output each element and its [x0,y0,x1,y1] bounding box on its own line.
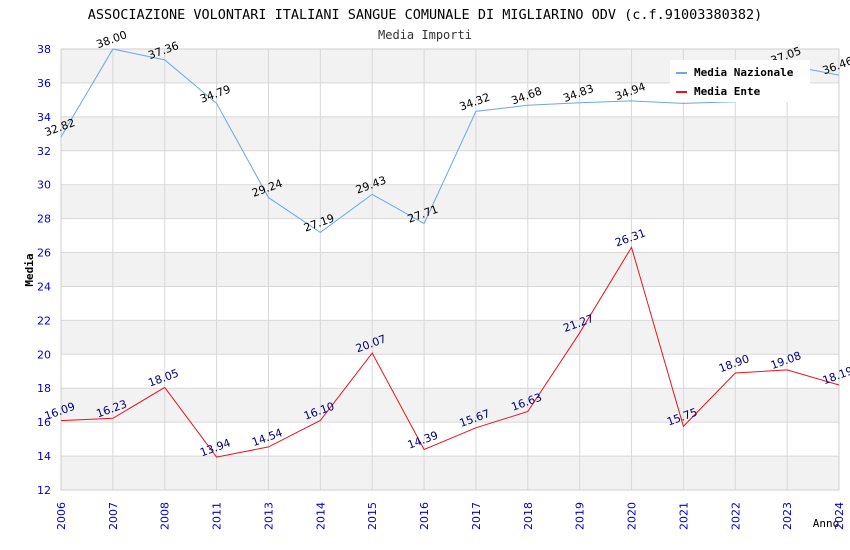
x-tick-label: 2016 [418,502,431,530]
y-tick-label: 38 [37,43,51,56]
y-tick-label: 34 [37,111,51,124]
grid [60,48,840,491]
x-tick-label: 2018 [522,502,535,530]
data-label: 18.05 [147,367,181,390]
x-tick-label: 2007 [107,502,120,530]
legend: Media Nazionale Media Ente [670,60,810,102]
y-tick-label: 16 [37,416,51,429]
series-line-ente [60,246,840,458]
series-lines [60,48,840,458]
x-tick-label: 2023 [781,502,794,530]
x-tick-label: 2006 [55,502,68,530]
x-tick-label: 2013 [262,502,275,530]
data-label: 26.31 [613,226,647,249]
y-axis-label: Media [23,253,36,286]
x-tick-label: 2020 [626,502,639,530]
x-tick-label: 2011 [211,502,224,530]
plot-band [61,116,839,151]
y-tick-label: 22 [37,314,51,327]
legend-label: Media Ente [694,85,761,98]
data-label: 34.83 [561,82,595,105]
y-tick-label: 26 [37,247,51,260]
x-tick-label: 2014 [314,502,327,530]
x-tick-label: 2015 [366,502,379,530]
x-tick-label: 2022 [729,502,742,530]
x-axis-label: Anno [813,517,840,530]
data-label: 18.90 [717,352,751,375]
x-tick-label: 2008 [159,502,172,530]
plot-bands [61,49,839,490]
y-tick-label: 12 [37,484,51,497]
y-tick-label: 30 [37,179,51,192]
axes [60,48,840,491]
plot-band [61,320,839,355]
y-tick-label: 14 [37,450,51,463]
y-tick-label: 20 [37,348,51,361]
y-tick-label: 28 [37,213,51,226]
plot-band [61,456,839,490]
plot-band [61,252,839,287]
data-label: 34.68 [510,85,544,108]
plot-frame [60,48,840,491]
y-tick-label: 18 [37,382,51,395]
chart-subtitle: Media Importi [378,28,472,42]
series-line-nazionale [60,48,840,234]
x-tick-label: 2017 [470,502,483,530]
x-tick-label: 2024 [833,502,846,530]
plot-band [61,388,839,423]
y-tick-label: 36 [37,77,51,90]
legend-box [670,60,810,102]
legend-label: Media Nazionale [694,66,794,79]
plot-band [61,184,839,219]
y-tick-label: 32 [37,145,51,158]
x-tick-label: 2021 [677,502,690,530]
x-tick-label: 2019 [574,502,587,530]
y-tick-label: 24 [37,280,51,293]
chart-title: ASSOCIAZIONE VOLONTARI ITALIANI SANGUE C… [88,7,763,23]
data-label: 14.54 [250,426,284,449]
data-label: 38.00 [95,28,129,51]
data-label: 34.94 [613,80,647,103]
